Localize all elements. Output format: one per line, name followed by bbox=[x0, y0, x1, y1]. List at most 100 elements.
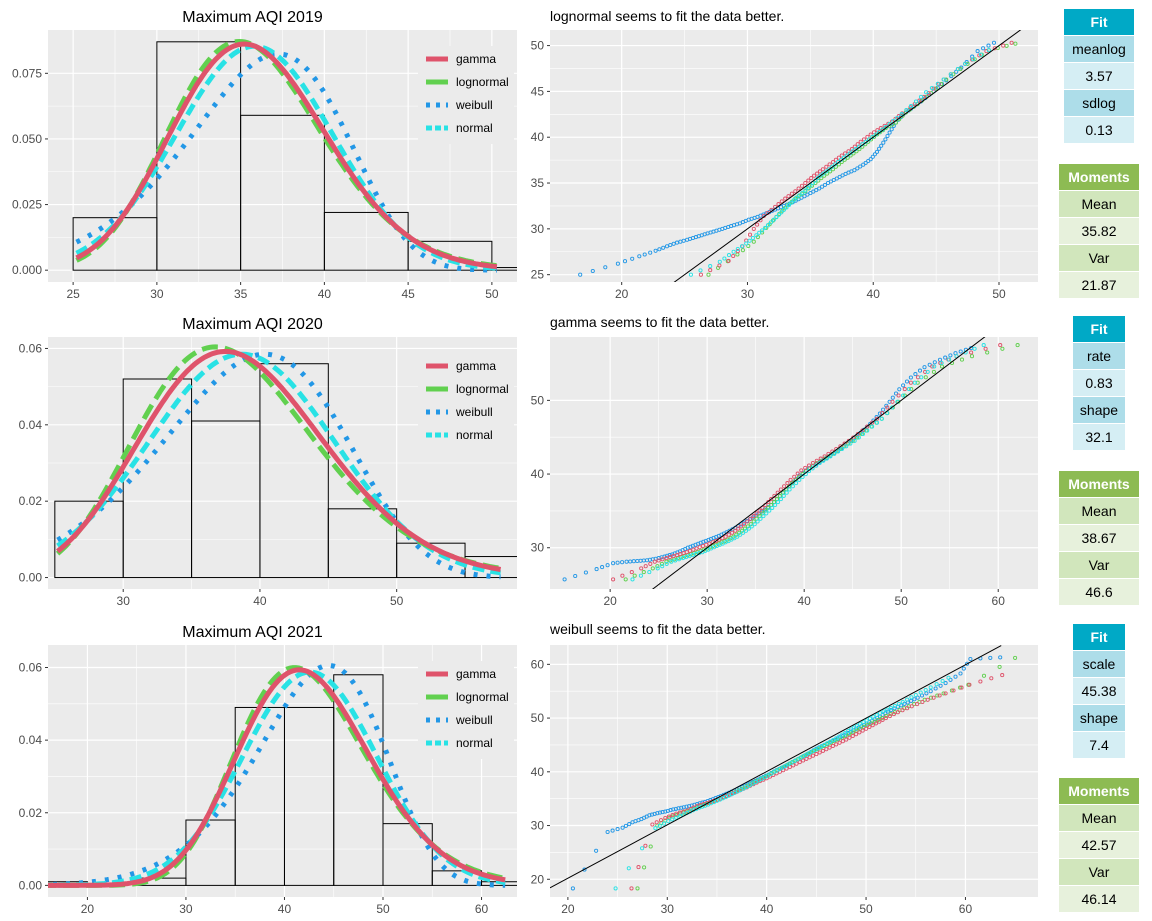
normal-qq-point bbox=[934, 682, 939, 687]
normal-qq-point bbox=[918, 690, 923, 695]
normal-qq-point bbox=[890, 405, 895, 410]
normal-qq-point bbox=[888, 705, 893, 710]
gamma-qq-point bbox=[694, 546, 699, 551]
weibull-qq-point bbox=[904, 379, 910, 384]
fit-header: Fit bbox=[1073, 316, 1125, 343]
normal-qq-point bbox=[746, 526, 751, 531]
weibull-qq-point bbox=[943, 355, 948, 360]
fit-table: Fit scale 45.38 shape 7.4 bbox=[1073, 624, 1125, 759]
normal-qq-point bbox=[858, 721, 863, 727]
normal-qq-point bbox=[828, 739, 833, 744]
normal-qq-point bbox=[688, 272, 693, 277]
normal-qq-point bbox=[828, 454, 833, 459]
normal-qq-point bbox=[874, 712, 879, 718]
normal-qq-point bbox=[756, 778, 761, 783]
weibull-qq-point bbox=[620, 825, 625, 830]
normal-qq-point bbox=[722, 256, 727, 261]
moments-value: 42.57 bbox=[1059, 831, 1139, 859]
weibull-qq-point bbox=[622, 259, 628, 264]
gamma-qq-point bbox=[806, 463, 812, 468]
fit-value: 7.4 bbox=[1073, 731, 1125, 759]
normal-qq-point bbox=[804, 752, 809, 757]
normal-qq-point bbox=[676, 557, 682, 562]
qq-panel-3-y-tick-label: 20 bbox=[531, 872, 545, 886]
moments-value: 46.6 bbox=[1059, 578, 1139, 606]
gamma-qq-point bbox=[860, 728, 865, 733]
normal-qq-point bbox=[786, 202, 792, 208]
legend-label-lognormal: lognormal bbox=[456, 75, 509, 89]
weibull-qq-point bbox=[681, 238, 686, 243]
density-panel-title: Maximum AQI 2021 bbox=[182, 624, 323, 641]
legend-label-weibull: weibull bbox=[455, 713, 493, 727]
histogram-bar bbox=[240, 114, 325, 271]
lognormal-qq-point bbox=[958, 67, 963, 72]
normal-qq-point bbox=[753, 779, 758, 785]
normal-qq-point bbox=[807, 750, 812, 756]
weibull-qq-point bbox=[868, 157, 873, 162]
weibull-qq-point bbox=[653, 248, 658, 253]
weibull-qq-point bbox=[605, 829, 610, 835]
gamma-qq-point bbox=[896, 393, 901, 398]
gamma-qq-point bbox=[844, 737, 849, 742]
lognormal-qq-point bbox=[1013, 655, 1018, 660]
gamma-qq-point bbox=[671, 554, 676, 559]
weibull-qq-point bbox=[877, 411, 882, 416]
gamma-qq-point bbox=[818, 456, 823, 461]
gamma-qq-point bbox=[834, 742, 839, 747]
legend-label-gamma: gamma bbox=[456, 667, 496, 681]
lognormal-qq-point bbox=[632, 573, 637, 578]
gamma-qq-point bbox=[666, 814, 671, 819]
gamma-qq-point bbox=[687, 548, 693, 553]
qq-panel-1-y-tick-label: 50 bbox=[531, 39, 545, 53]
normal-qq-point bbox=[822, 742, 827, 747]
density-panel-title: Maximum AQI 2020 bbox=[182, 316, 323, 333]
weibull-qq-point bbox=[820, 184, 825, 189]
weibull-qq-point bbox=[858, 164, 863, 169]
weibull-qq-point bbox=[975, 49, 980, 54]
gamma-qq-point bbox=[783, 196, 788, 201]
density-panel-2-y-tick-label: 0.02 bbox=[19, 494, 43, 508]
gamma-qq-point bbox=[908, 380, 913, 385]
gamma-qq-point bbox=[643, 564, 648, 569]
gamma-qq-point bbox=[812, 173, 817, 178]
gamma-qq-point bbox=[905, 706, 910, 711]
gamma-qq-point bbox=[803, 465, 808, 470]
lognormal-qq-point bbox=[931, 369, 936, 374]
qq-panel-1-y-tick-label: 30 bbox=[531, 222, 545, 236]
gamma-qq-point bbox=[726, 258, 731, 263]
normal-qq-point bbox=[836, 449, 841, 454]
density-panel-1-x-tick-label: 30 bbox=[150, 287, 164, 301]
gamma-qq-point bbox=[959, 685, 964, 690]
normal-qq-point bbox=[885, 707, 890, 712]
normal-qq-point bbox=[747, 783, 752, 788]
normal-qq-point bbox=[801, 754, 806, 759]
density-panel-1-plot-area bbox=[72, 38, 517, 273]
fit-table: Fit rate 0.83 shape 32.1 bbox=[1073, 316, 1125, 451]
lognormal-qq-point bbox=[706, 272, 711, 277]
gamma-qq-point bbox=[629, 886, 634, 891]
weibull-qq-point bbox=[913, 372, 918, 377]
normal-qq-point bbox=[750, 781, 755, 786]
normal-qq-point bbox=[986, 48, 991, 53]
gamma-qq-point bbox=[969, 350, 974, 355]
lognormal-qq-point bbox=[746, 243, 751, 249]
gamma-qq-point bbox=[717, 263, 722, 268]
normal-qq-point bbox=[735, 246, 740, 252]
moments-label: Mean bbox=[1059, 804, 1139, 832]
normal-qq-point bbox=[981, 343, 986, 348]
weibull-qq-point bbox=[901, 383, 906, 388]
normal-qq-point bbox=[813, 747, 818, 752]
legend-label-normal: normal bbox=[456, 121, 493, 135]
normal-qq-point bbox=[939, 360, 944, 366]
weibull-qq-point bbox=[578, 272, 583, 277]
normal-qq-point bbox=[771, 217, 776, 222]
gamma-qq-point bbox=[799, 468, 804, 473]
lognormal-qq-point bbox=[842, 444, 847, 449]
gamma-qq-point bbox=[883, 716, 888, 721]
moments-header: Moments bbox=[1059, 778, 1139, 805]
weibull-qq-point bbox=[881, 407, 886, 412]
weibull-qq-point bbox=[922, 365, 927, 370]
qq-panel-2-plot-area bbox=[562, 337, 1020, 589]
normal-qq-point bbox=[913, 99, 919, 104]
gamma-qq-point bbox=[814, 458, 819, 463]
